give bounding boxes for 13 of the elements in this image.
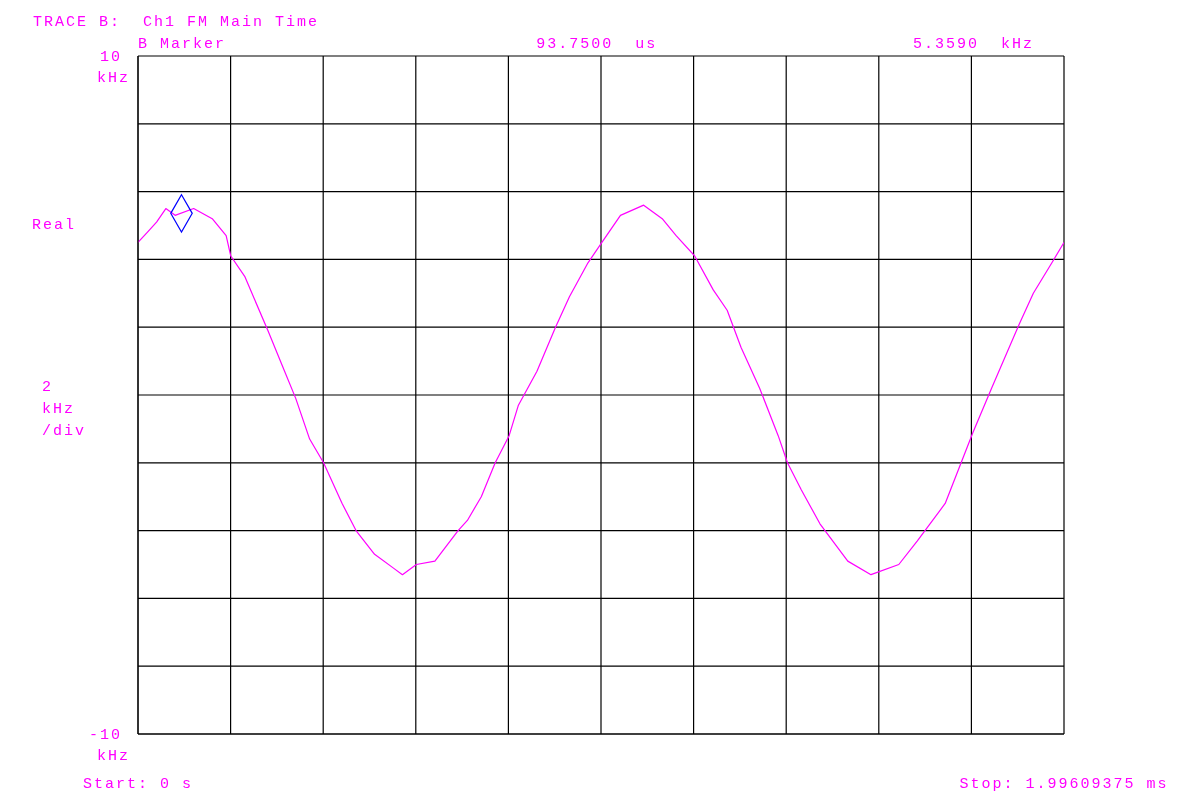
- chart-title: TRACE B: Ch1 FM Main Time: [33, 13, 320, 33]
- text: 5.3590 kHz: [912, 35, 1034, 55]
- text: kHz: [96, 747, 130, 767]
- text: 93.7500 us: [536, 35, 658, 55]
- y-tick-label: -10: [88, 727, 122, 744]
- text: 2 kHz /div: [42, 378, 87, 442]
- y-axis-title: Real: [31, 215, 76, 236]
- x-tick-label: Stop: 1.99609375 ms: [959, 776, 1169, 793]
- text: B Marker: [138, 35, 227, 55]
- text: kHz: [96, 69, 130, 89]
- x-tick-label: Start: 0 s: [82, 776, 194, 793]
- y-tick-label: 10: [99, 49, 122, 66]
- line-series: [138, 204, 1064, 576]
